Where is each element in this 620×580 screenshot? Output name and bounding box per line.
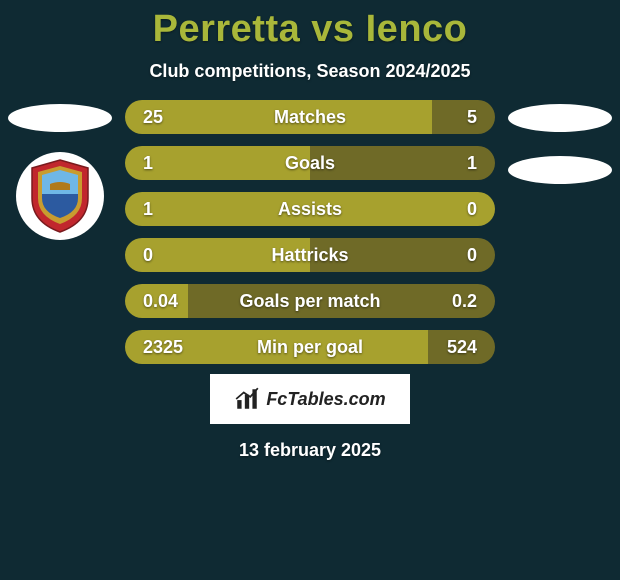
club-crest-left: [16, 152, 104, 240]
stat-value-left: 25: [143, 107, 183, 128]
page-subtitle: Club competitions, Season 2024/2025: [149, 61, 470, 82]
stat-row: 2325 Min per goal 524: [125, 330, 495, 364]
player-photo-placeholder-left: [8, 104, 112, 132]
stat-overlay: 1 Goals 1: [125, 146, 495, 180]
comparison-infographic: Perretta vs Ienco Club competitions, Sea…: [0, 0, 620, 580]
bar-chart-icon: [234, 386, 260, 412]
stat-value-right: 1: [437, 153, 477, 174]
stat-value-right: 0: [437, 199, 477, 220]
shield-icon: [28, 158, 92, 234]
main-area: 25 Matches 5 1 Goals 1 1 Assists 0 0 Hattricks 0 0.0…: [0, 100, 620, 364]
stat-value-right: 0.2: [437, 291, 477, 312]
left-column: [5, 100, 115, 364]
stat-row: 25 Matches 5: [125, 100, 495, 134]
player-photo-placeholder-right-2: [508, 156, 612, 184]
stat-value-left: 1: [143, 199, 183, 220]
stat-overlay: 0.04 Goals per match 0.2: [125, 284, 495, 318]
stat-label: Hattricks: [271, 245, 348, 266]
stat-value-right: 0: [437, 245, 477, 266]
stat-overlay: 1 Assists 0: [125, 192, 495, 226]
stat-row: 0.04 Goals per match 0.2: [125, 284, 495, 318]
stat-row: 1 Assists 0: [125, 192, 495, 226]
source-logo: FcTables.com: [210, 374, 410, 424]
page-title: Perretta vs Ienco: [153, 8, 468, 51]
stat-label: Goals per match: [239, 291, 380, 312]
stat-label: Assists: [278, 199, 342, 220]
stat-overlay: 2325 Min per goal 524: [125, 330, 495, 364]
stat-value-left: 0: [143, 245, 183, 266]
stat-row: 1 Goals 1: [125, 146, 495, 180]
right-column: [505, 100, 615, 364]
stat-row: 0 Hattricks 0: [125, 238, 495, 272]
source-logo-text: FcTables.com: [266, 389, 385, 410]
stat-value-left: 2325: [143, 337, 183, 358]
stat-value-left: 1: [143, 153, 183, 174]
stat-label: Goals: [285, 153, 335, 174]
stat-overlay: 0 Hattricks 0: [125, 238, 495, 272]
date-label: 13 february 2025: [239, 440, 381, 461]
player-photo-placeholder-right-1: [508, 104, 612, 132]
stat-label: Matches: [274, 107, 346, 128]
stats-column: 25 Matches 5 1 Goals 1 1 Assists 0 0 Hattricks 0 0.0…: [125, 100, 495, 364]
stat-value-right: 5: [437, 107, 477, 128]
stat-overlay: 25 Matches 5: [125, 100, 495, 134]
stat-value-left: 0.04: [143, 291, 183, 312]
stat-label: Min per goal: [257, 337, 363, 358]
stat-value-right: 524: [437, 337, 477, 358]
